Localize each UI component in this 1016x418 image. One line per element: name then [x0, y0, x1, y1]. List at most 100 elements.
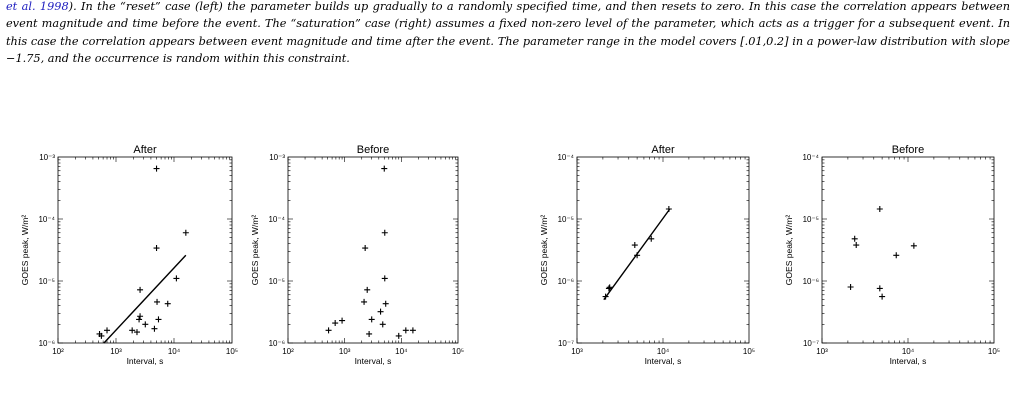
y-tick-label: 10⁻⁴ [268, 215, 285, 224]
y-tick-label: 10⁻³ [269, 153, 285, 162]
data-point [325, 327, 332, 334]
data-point [154, 298, 161, 305]
data-point [648, 235, 655, 242]
plot-frame [576, 156, 750, 344]
plot-frame [57, 156, 233, 344]
x-tick-label: 10² [282, 347, 294, 356]
chart-panel-4: 10³ 10⁴ 10⁵ 10⁻⁷ 10⁻⁶ 10⁻⁵ 10⁻⁴ Before Interval,… [784, 144, 1000, 366]
data-point [409, 327, 416, 334]
data-point [133, 329, 140, 336]
data-point [155, 316, 162, 323]
y-tick-label: 10⁻⁵ [39, 277, 55, 286]
data-point [382, 300, 389, 307]
y-tick-label: 10⁻³ [39, 153, 55, 162]
data-point [182, 229, 189, 236]
y-tick-label: 10⁻⁵ [803, 215, 819, 224]
y-tick-label: 10⁻⁴ [802, 153, 819, 162]
y-axis-label: GOES peak, W/m² [250, 215, 260, 286]
data-point [602, 293, 609, 300]
x-tick-label: 10⁴ [902, 347, 915, 356]
data-point [129, 327, 136, 334]
data-point [910, 242, 917, 249]
y-tick-label: 10⁻⁴ [557, 153, 574, 162]
data-point [606, 284, 613, 291]
x-axis-label: Interval, s [127, 356, 164, 366]
x-tick-label: 10⁴ [395, 347, 408, 356]
x-tick-label: 10³ [339, 347, 351, 356]
x-tick-label: 10⁴ [657, 347, 670, 356]
y-tick-label: 10⁻⁶ [39, 339, 55, 348]
y-tick-label: 10⁻⁷ [558, 339, 574, 348]
x-tick-label: 10⁵ [452, 347, 464, 356]
y-tick-label: 10⁻⁴ [38, 215, 55, 224]
data-point [377, 308, 384, 315]
chart-panel-1: 10² 10³ 10⁴ 10⁵ 10⁻⁶ 10⁻⁵ 10⁻⁴ 10⁻³ After Interva… [20, 144, 238, 366]
y-tick-label: 10⁻⁶ [269, 339, 285, 348]
x-axis-label: Interval, s [890, 356, 927, 366]
data-point [104, 327, 111, 334]
data-point [379, 321, 386, 328]
chart-panel-2: 10² 10³ 10⁴ 10⁵ 10⁻⁶ 10⁻⁵ 10⁻⁴ 10⁻³ Before Interv… [250, 144, 464, 366]
data-point [665, 205, 672, 212]
chart-title: Before [892, 144, 924, 156]
plot-frame [287, 156, 459, 344]
data-point [137, 313, 144, 320]
data-point [153, 165, 160, 172]
data-point [368, 316, 375, 323]
data-point [366, 330, 373, 337]
data-point [876, 285, 883, 292]
data-point [395, 332, 402, 339]
data-point [876, 205, 883, 212]
data-point [634, 252, 641, 259]
data-point [851, 235, 858, 242]
chart-panel-3: 10³ 10⁴ 10⁵ 10⁻⁷ 10⁻⁶ 10⁻⁵ 10⁻⁴ After Interval, … [539, 144, 755, 366]
fit-line [103, 254, 187, 344]
data-point [136, 316, 143, 323]
y-tick-label: 10⁻⁶ [558, 277, 574, 286]
data-point [361, 298, 368, 305]
data-point [339, 317, 346, 324]
chart-title: After [133, 144, 157, 156]
x-tick-label: 10² [52, 347, 64, 356]
chart-title: After [651, 144, 675, 156]
data-point [631, 242, 638, 249]
data-point [151, 325, 158, 332]
x-tick-label: 10⁴ [168, 347, 181, 356]
plot-frame [821, 156, 995, 344]
y-tick-label: 10⁻⁵ [269, 277, 285, 286]
data-point [332, 320, 339, 327]
chart-title: Before [357, 144, 389, 156]
x-tick-label: 10⁵ [988, 347, 1000, 356]
x-axis-label: Interval, s [355, 356, 392, 366]
y-tick-label: 10⁻⁷ [803, 339, 819, 348]
y-axis-label: GOES peak, W/m² [784, 215, 794, 286]
x-tick-label: 10³ [571, 347, 583, 356]
data-point [153, 245, 160, 252]
data-point [847, 284, 854, 291]
y-axis-label: GOES peak, W/m² [539, 215, 549, 286]
data-point [879, 293, 886, 300]
data-point [142, 321, 149, 328]
y-tick-label: 10⁻⁵ [558, 215, 574, 224]
x-axis-label: Interval, s [645, 356, 682, 366]
data-point [605, 285, 612, 292]
data-point [173, 275, 180, 282]
y-tick-label: 10⁻⁶ [803, 277, 819, 286]
data-point [137, 286, 144, 293]
y-axis-label: GOES peak, W/m² [20, 215, 30, 286]
x-tick-label: 10³ [816, 347, 828, 356]
data-point [853, 242, 860, 249]
data-point [381, 275, 388, 282]
reference-link[interactable]: et al. 1998 [6, 0, 69, 13]
data-point [362, 245, 369, 252]
data-point [381, 165, 388, 172]
x-tick-label: 10⁵ [743, 347, 755, 356]
data-point [402, 327, 409, 334]
x-tick-label: 10³ [110, 347, 122, 356]
data-point [98, 332, 105, 339]
data-point [381, 229, 388, 236]
caption-text: ). In the “reset” case (left) the parame… [6, 0, 1010, 66]
figure-caption: et al. 1998). In the “reset” case (left)… [6, 0, 1010, 68]
data-point [364, 286, 371, 293]
